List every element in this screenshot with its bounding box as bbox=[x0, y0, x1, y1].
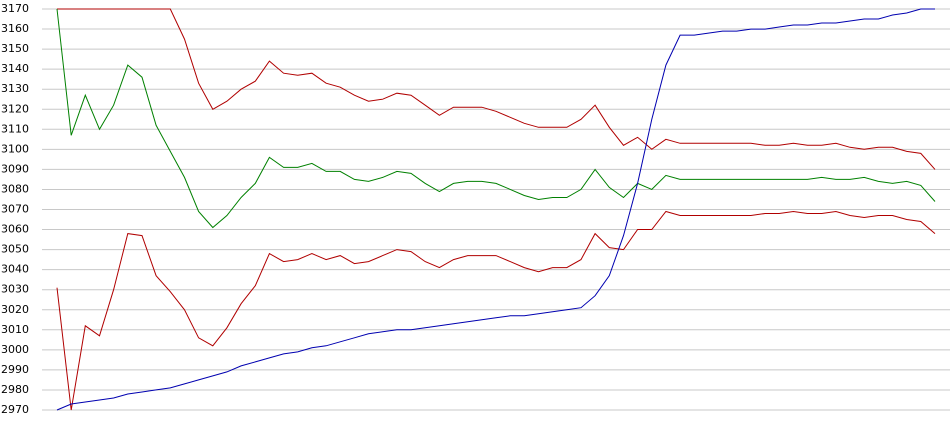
y-tick-label: 3000 bbox=[1, 343, 29, 356]
y-tick-label: 3080 bbox=[1, 182, 29, 195]
y-tick-label: 2990 bbox=[1, 363, 29, 376]
y-tick-label: 2980 bbox=[1, 383, 29, 396]
y-tick-label: 3090 bbox=[1, 162, 29, 175]
y-tick-label: 3050 bbox=[1, 243, 29, 256]
y-tick-label: 3170 bbox=[1, 2, 29, 15]
y-tick-label: 3030 bbox=[1, 283, 29, 296]
series-line bbox=[56, 8, 935, 411]
series-line bbox=[56, 8, 936, 229]
y-tick-label: 3110 bbox=[1, 122, 29, 135]
series-line bbox=[56, 210, 936, 411]
y-tick-label: 3100 bbox=[1, 142, 29, 155]
y-tick-label: 3130 bbox=[1, 82, 29, 95]
y-tick-label: 3160 bbox=[1, 22, 29, 35]
y-tick-label: 3040 bbox=[1, 263, 29, 276]
y-tick-label: 3120 bbox=[1, 102, 29, 115]
y-tick-label: 3150 bbox=[1, 42, 29, 55]
y-tick-label: 3070 bbox=[1, 203, 29, 216]
y-tick-label: 3140 bbox=[1, 62, 29, 75]
y-tick-label: 3010 bbox=[1, 323, 29, 336]
y-tick-label: 2970 bbox=[1, 403, 29, 416]
series-line bbox=[57, 8, 936, 170]
y-tick-label: 3060 bbox=[1, 223, 29, 236]
y-tick-label: 3020 bbox=[1, 303, 29, 316]
